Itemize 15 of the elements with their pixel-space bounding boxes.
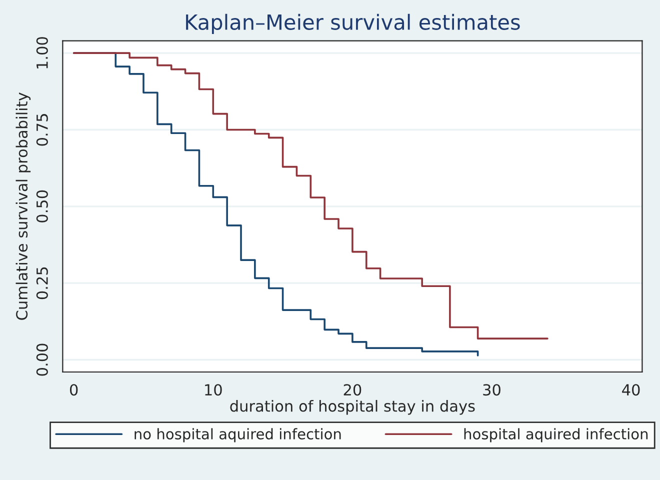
x-tick-label: 40	[622, 384, 640, 396]
x-tick-label: 10	[205, 384, 222, 396]
y-tick-label: 0.00	[36, 344, 48, 376]
x-tick-label: 20	[344, 384, 362, 396]
legend-label: hospital aquired infection	[464, 428, 648, 442]
y-tick-label: 0.25	[36, 267, 48, 300]
y-axis-title: Cumlative survival probability	[16, 92, 31, 320]
y-tick-label: 0.75	[36, 114, 48, 146]
y-tick-label: 1.00	[36, 37, 48, 68]
y-tick-label: 0.50	[36, 190, 48, 222]
x-axis-title: duration of hospital stay in days	[230, 400, 475, 415]
x-tick-label: 0	[70, 384, 78, 396]
legend-label: no hospital aquired infection	[134, 428, 341, 442]
x-tick-label: 30	[483, 384, 500, 396]
chart-title: Kaplan–Meier survival estimates	[186, 14, 520, 34]
